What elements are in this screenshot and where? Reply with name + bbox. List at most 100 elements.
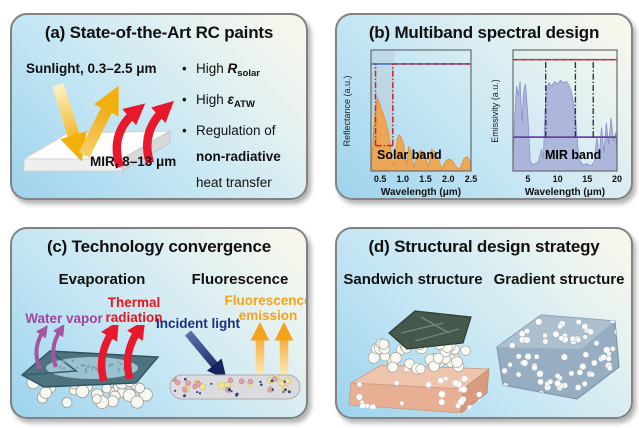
filler-sphere	[369, 403, 377, 411]
dopant-dot	[235, 392, 239, 396]
scatter-sphere	[589, 371, 595, 378]
mir-x-axis-label: Wavelength (μm)	[525, 187, 605, 197]
filler-sphere	[356, 381, 363, 388]
incident-light-arrow	[184, 330, 227, 380]
pink-particle	[247, 378, 254, 385]
filler-sphere	[365, 403, 370, 409]
scatter-sphere	[593, 340, 600, 347]
rc-paint-slab-illustration	[22, 83, 174, 172]
hydrogel-speckle	[119, 363, 123, 366]
foam-bead	[451, 356, 463, 368]
foam-bead	[378, 338, 390, 350]
dopant-dot	[198, 392, 202, 395]
filler-sphere	[476, 391, 483, 398]
scatter-sphere	[587, 328, 594, 336]
solar-reflectance-chart: Solar band 0.5 1.0 1.5 2.0 2.5 Wavelength (μ…	[342, 49, 477, 197]
scatter-sphere	[524, 353, 532, 360]
hydrogel-speckle	[95, 367, 98, 371]
scatter-sphere	[581, 380, 588, 387]
green-top-film	[388, 310, 472, 350]
pink-particle	[170, 375, 176, 381]
bullet-dot: •	[182, 123, 187, 138]
bullet-regulation: • Regulation of	[182, 123, 276, 138]
filler-sphere	[455, 402, 461, 409]
bullet-dot: •	[182, 61, 187, 76]
foam-bead	[61, 397, 73, 408]
scatter-sphere	[599, 382, 606, 389]
scatter-sphere	[503, 388, 510, 395]
hydrogel-speckle	[62, 367, 65, 370]
scatter-sphere	[574, 384, 582, 391]
incident-light-label: Incident light	[156, 316, 240, 331]
pink-particle	[182, 386, 188, 393]
scatter-sphere	[606, 365, 613, 372]
filler-sphere	[356, 393, 363, 401]
scatter-sphere	[575, 318, 582, 326]
gradient-structure-illustration	[496, 314, 620, 400]
scatter-sphere	[593, 386, 601, 394]
scatter-sphere	[568, 370, 575, 377]
filler-sphere	[461, 375, 468, 383]
requirements-list: • High Rsolar • High εATW • Regulation o…	[182, 61, 306, 198]
hydrogel-speckle	[117, 361, 119, 364]
panel-c-title: (c) Technology convergence	[46, 237, 272, 256]
foam-bead	[387, 361, 399, 373]
filler-sphere	[438, 390, 446, 398]
filler-sphere	[467, 404, 474, 412]
sandwich-structure-illustration	[348, 310, 491, 413]
scatter-sphere	[582, 351, 590, 358]
bullet-dot: •	[182, 92, 187, 107]
filler-sphere	[443, 376, 449, 382]
scatter-sphere	[531, 364, 538, 371]
filler-sphere	[452, 379, 459, 387]
scatter-sphere	[536, 370, 544, 378]
x-tick-label: 15	[582, 174, 592, 184]
scatter-sphere	[576, 369, 584, 376]
navy-dots	[174, 377, 291, 398]
pink-particle	[185, 380, 191, 386]
mir-band-label: MIR band	[545, 148, 601, 162]
bullet-high-eatw: • High εATW	[182, 92, 306, 113]
panel-a-rc-paints: (a) State-of-the-Art RC paints Sunlight,…	[10, 13, 308, 200]
scatter-sphere	[547, 378, 554, 385]
filler-sphere	[437, 377, 444, 384]
salmon-front-face	[348, 382, 464, 413]
scatter-sphere	[614, 329, 619, 335]
scatter-sphere	[560, 353, 568, 361]
dopant-dot	[282, 391, 285, 393]
scatter-sphere	[542, 338, 549, 345]
evaporative-hydrogel-illustration	[20, 325, 160, 410]
dopant-dot	[287, 390, 291, 394]
foam-bead	[415, 363, 426, 374]
x-tick-label: 2.0	[442, 174, 455, 184]
solar-x-tick-labels: 0.5 1.0 1.5 2.0 2.5	[374, 174, 477, 184]
scatter-sphere	[508, 342, 516, 349]
hydrogel-speckle	[90, 366, 93, 369]
scatter-sphere	[557, 323, 563, 330]
scatter-sphere	[552, 330, 560, 338]
hydrogel-speckle	[88, 363, 91, 366]
scatter-sphere	[610, 346, 616, 352]
bullet-high-rsolar: • High Rsolar	[182, 61, 306, 82]
fluorescent-film	[169, 374, 301, 400]
mir-y-axis-label: Emissivity (a.u.)	[490, 79, 500, 143]
foam-bead	[432, 352, 444, 364]
pink-particle	[174, 379, 181, 386]
x-tick-label: 10	[553, 174, 563, 184]
scatter-sphere	[524, 328, 531, 334]
solar-x-axis-label: Wavelength (μm)	[381, 187, 461, 197]
mir-plot-border	[512, 49, 618, 172]
hydrogel-speckle	[111, 363, 114, 366]
green-film-body	[388, 310, 472, 350]
scatter-sphere	[500, 316, 507, 323]
scatter-sphere	[515, 371, 522, 378]
dopant-dot	[283, 380, 286, 383]
scatter-sphere	[591, 359, 598, 367]
hydrogel-speckle	[91, 369, 94, 372]
dopant-dot	[270, 379, 274, 383]
scatter-sphere	[582, 334, 588, 340]
foam-bead	[460, 345, 471, 356]
mir-x-tick-labels: 5 10 15 20	[525, 174, 622, 184]
scatter-sphere	[581, 323, 589, 330]
scatter-sphere	[515, 353, 522, 360]
